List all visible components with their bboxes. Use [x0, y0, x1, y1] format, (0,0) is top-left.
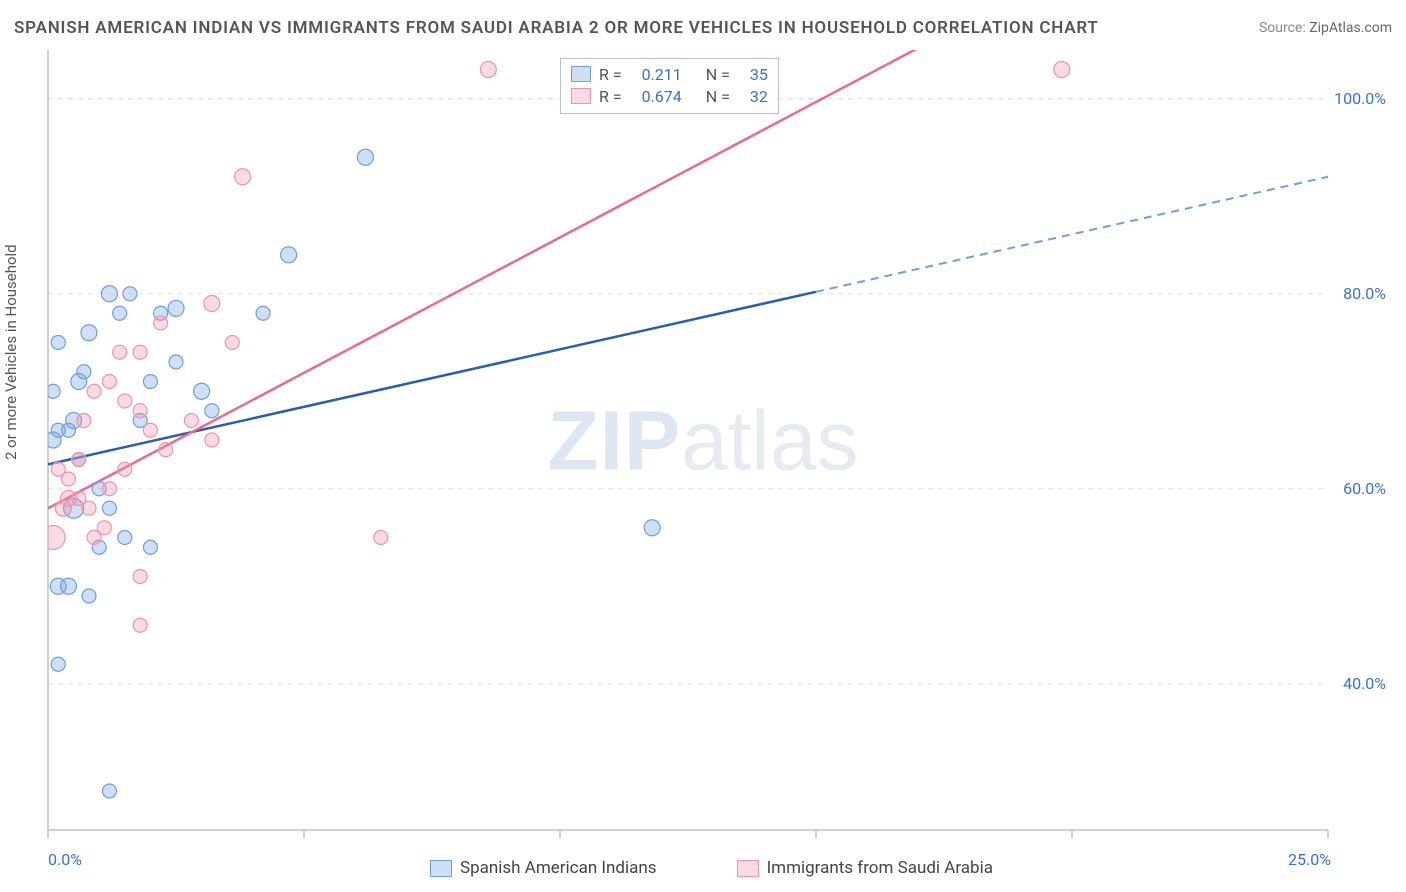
y-tick-label: 100.0%	[1326, 89, 1386, 108]
y-tick-label: 60.0%	[1326, 479, 1386, 498]
chart-container: SPANISH AMERICAN INDIAN VS IMMIGRANTS FR…	[0, 0, 1406, 892]
legend-series-label: Immigrants from Saudi Arabia	[767, 858, 993, 878]
y-tick-label: 40.0%	[1326, 674, 1386, 693]
x-tick-label: 0.0%	[48, 850, 82, 869]
legend-swatch-icon	[571, 88, 591, 104]
legend-swatch-icon	[737, 860, 759, 877]
legend-correlation-row: R = 0.674 N = 32	[571, 85, 768, 107]
legend-series-item: Immigrants from Saudi Arabia	[737, 858, 993, 878]
legend-swatch-icon	[430, 860, 452, 877]
x-tick-label: 25.0%	[1288, 850, 1331, 869]
scatter-plot	[0, 0, 1406, 892]
correlation-legend: R = 0.211 N = 35 R = 0.674 N = 32	[560, 58, 779, 114]
legend-swatch-icon	[571, 66, 591, 82]
y-tick-label: 80.0%	[1326, 284, 1386, 303]
series-legend: Spanish American Indians Immigrants from…	[430, 858, 993, 878]
legend-series-label: Spanish American Indians	[460, 858, 657, 878]
legend-correlation-row: R = 0.211 N = 35	[571, 63, 768, 85]
legend-series-item: Spanish American Indians	[430, 858, 657, 878]
